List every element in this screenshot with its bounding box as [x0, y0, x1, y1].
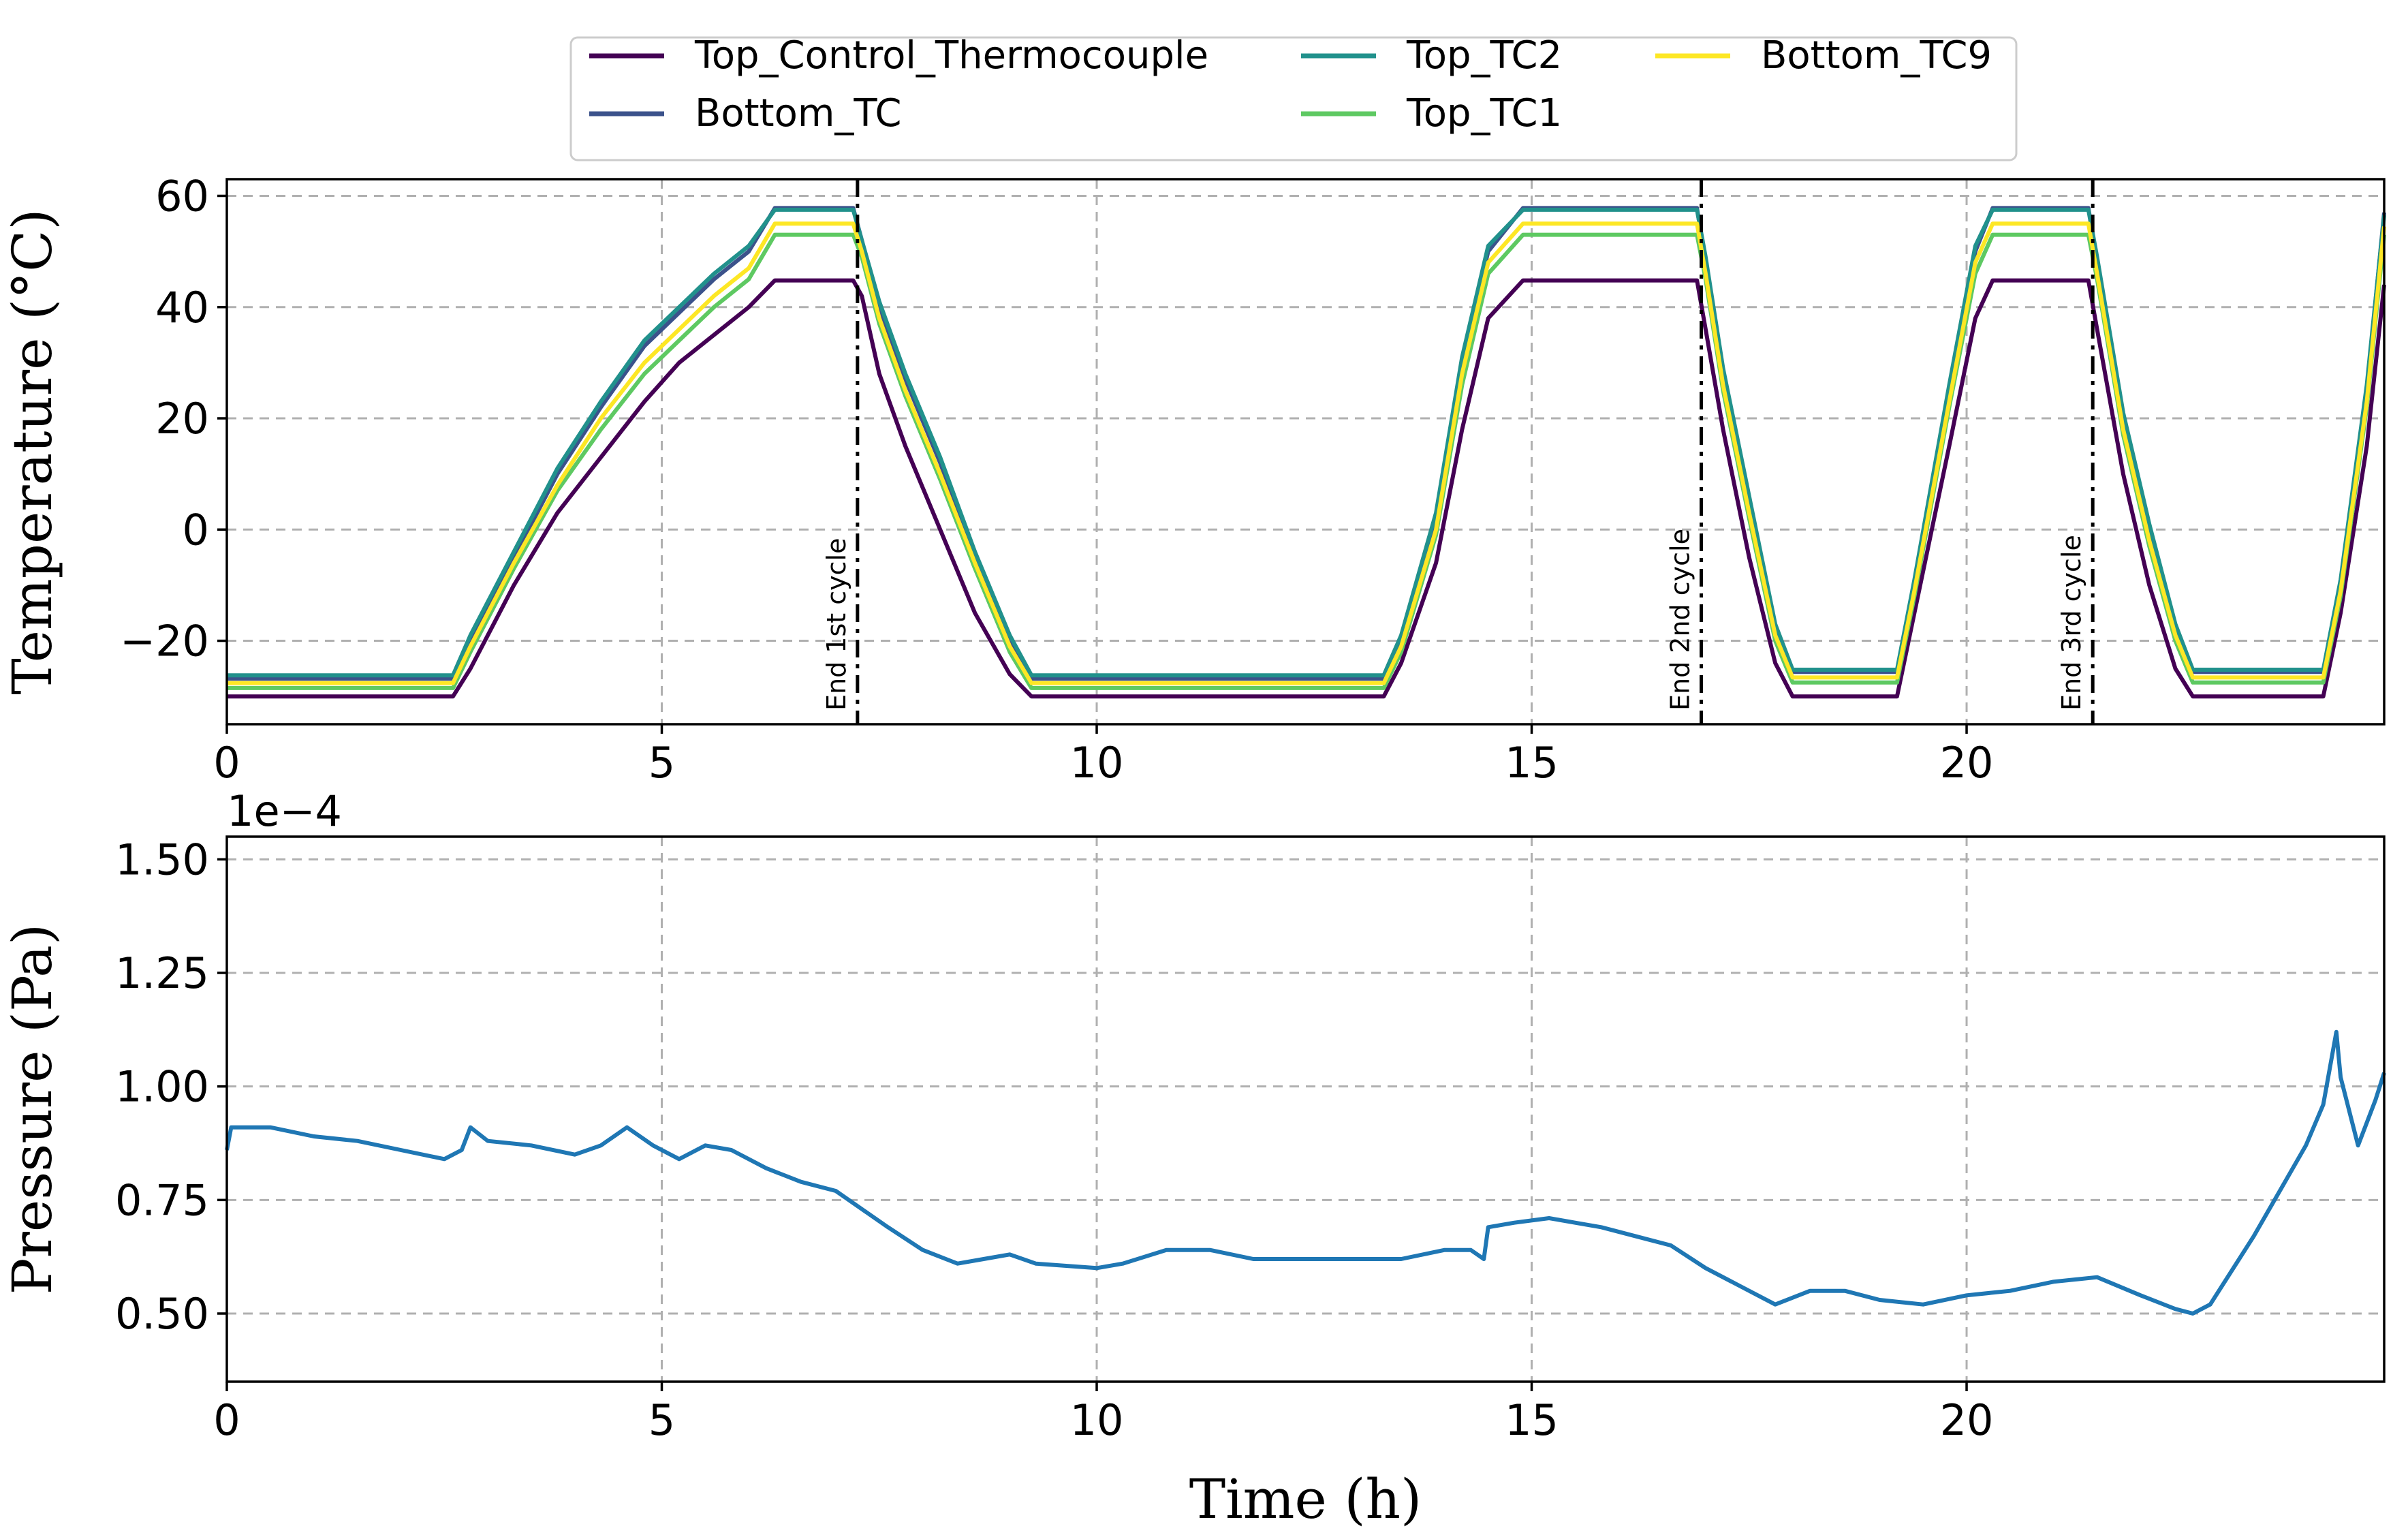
y-axis-label: Temperature (°C)	[1, 208, 64, 694]
x-tick-label: 0	[213, 1395, 240, 1445]
axes-frame	[225, 178, 2386, 726]
y-tick-label: 1.25	[115, 948, 209, 998]
x-axis-label: Time (h)	[1189, 1468, 1422, 1531]
cycle-end-label: End 2nd cycle	[1666, 529, 1695, 711]
y-tick-label: 1.00	[115, 1062, 209, 1112]
y-tick-label: 60	[155, 171, 209, 221]
series-line-bottom-tc9	[227, 221, 2386, 685]
y-offset-text: 1e−4	[227, 786, 342, 836]
y-tick-label: 0.50	[115, 1289, 209, 1339]
y-tick-label: 40	[155, 283, 209, 332]
x-tick-label: 5	[648, 738, 675, 788]
x-tick-label: 20	[1940, 1395, 1994, 1445]
legend: Top_Control_Thermocouple Bottom_TC Top_TC2…	[569, 33, 2018, 161]
temperature-axes: End 1st cycle End 2nd cycle End 3rd cycle 0…	[1, 171, 2386, 788]
legend-label: Bottom_TC9	[1761, 33, 1992, 78]
legend-frame	[569, 36, 2018, 161]
axes-frame	[225, 835, 2386, 1383]
x-tick-label: 20	[1940, 738, 1994, 788]
x-tick-label: 5	[648, 1395, 675, 1445]
x-tick-label: 15	[1505, 738, 1559, 788]
series-line-top-tc2	[227, 207, 2386, 678]
x-tick-label: 10	[1070, 1395, 1124, 1445]
series-line-top-control-thermocouple	[227, 278, 2386, 699]
y-tick-label: 0.75	[115, 1175, 209, 1225]
x-tick-label: 0	[213, 738, 240, 788]
x-tick-label: 10	[1070, 738, 1124, 788]
legend-label: Top_TC2	[1406, 33, 1562, 78]
y-axis-label: Pressure (Pa)	[1, 924, 64, 1294]
legend-label: Top_TC1	[1406, 91, 1562, 136]
y-tick-label: 20	[155, 394, 209, 444]
legend-label: Bottom_TC	[695, 91, 901, 136]
cycle-end-label: End 3rd cycle	[2057, 535, 2086, 711]
y-tick-label: −20	[120, 617, 209, 666]
pressure-axes: 0 5 10 15 20 0.50 0.75 1.00 1.25 1.50 Pressure (Pa…	[1, 786, 2386, 1531]
series-line-pressure	[225, 1029, 2386, 1316]
cycle-end-label: End 1st cycle	[822, 538, 851, 711]
legend-label: Top_Control_Thermocouple	[694, 33, 1208, 78]
y-tick-label: 1.50	[115, 835, 209, 884]
x-tick-label: 15	[1505, 1395, 1559, 1445]
y-tick-label: 0	[183, 505, 209, 555]
